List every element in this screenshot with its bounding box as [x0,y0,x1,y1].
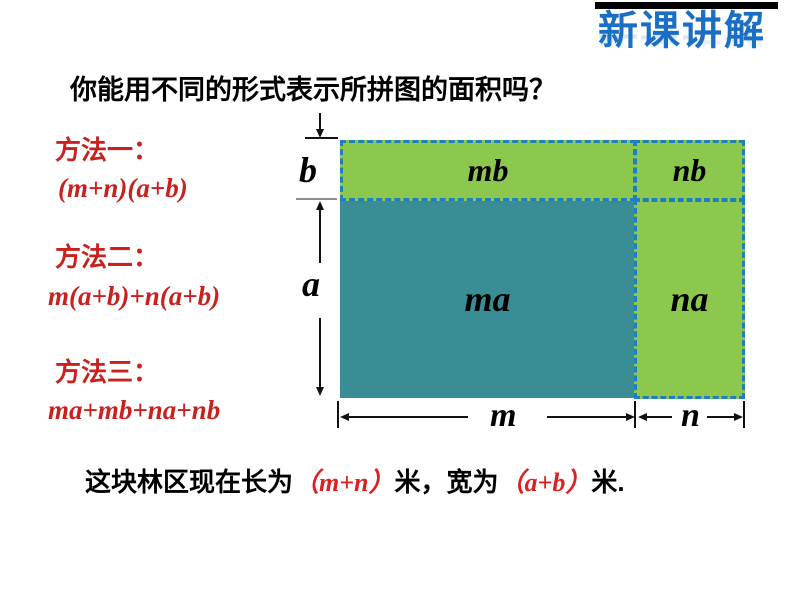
dim-tick-ab-boundary [296,198,337,200]
method-3-label: 方法三： [55,357,160,387]
area-rect-na: na [634,199,745,399]
dim-tick-b-top [305,137,338,139]
area-rect-nb: nb [634,140,745,201]
area-rect-mb: mb [340,140,636,201]
lesson-title-reflection: 新课讲解 [598,33,794,53]
dim-label-n: n [681,397,700,434]
method-2-label: 方法二： [55,242,160,272]
arrow-right-icon [734,413,743,421]
dim-tick-right [743,401,745,428]
lesson-section-title: 新课讲解 [598,7,766,54]
dim-line-m-left [346,416,468,418]
method-3-formula: ma+mb+na+nb [48,395,221,425]
area-label-na: na [670,279,709,319]
dim-line-n-right [707,416,737,418]
dim-line-a-upper [319,209,321,263]
dim-tick-left [337,401,339,428]
arrow-up-icon [316,201,324,210]
conclusion-part3: 米. [591,467,625,497]
conclusion-sentence: 这块林区现在长为（m+n）米，宽为（a+b）米. [85,462,625,499]
length-expression: （m+n） [293,468,395,497]
method-1-label: 方法一： [55,135,160,165]
arrow-down-icon [316,387,324,396]
method-1-formula: (m+n)(a+b) [58,173,188,203]
dim-label-a: a [302,264,320,304]
method-2-formula: m(a+b)+n(a+b) [48,281,221,311]
dim-line-m-right [547,416,629,418]
area-label-nb: nb [672,152,707,188]
conclusion-part2: 米，宽为 [394,467,499,497]
area-label-mb: mb [467,152,509,188]
question-text: 你能用不同的形式表示所拼图的面积吗？ [70,75,556,105]
area-rect-ma: ma [340,199,635,398]
conclusion-part1: 这块林区现在长为 [85,467,294,497]
dim-label-b: b [299,150,317,190]
arrow-left-icon [638,413,647,421]
top-accent-bar [595,2,778,9]
arrow-left-icon [340,413,349,421]
arrow-right-icon [626,413,635,421]
width-expression: （a+b） [498,468,592,497]
dim-tick-middle [634,401,636,428]
area-label-ma: ma [464,278,511,319]
dim-line-n-left [644,416,672,418]
arrow-down-icon [316,129,324,138]
dim-line-b [319,113,321,132]
dim-label-m: m [490,397,517,434]
dim-line-a-lower [319,318,321,389]
